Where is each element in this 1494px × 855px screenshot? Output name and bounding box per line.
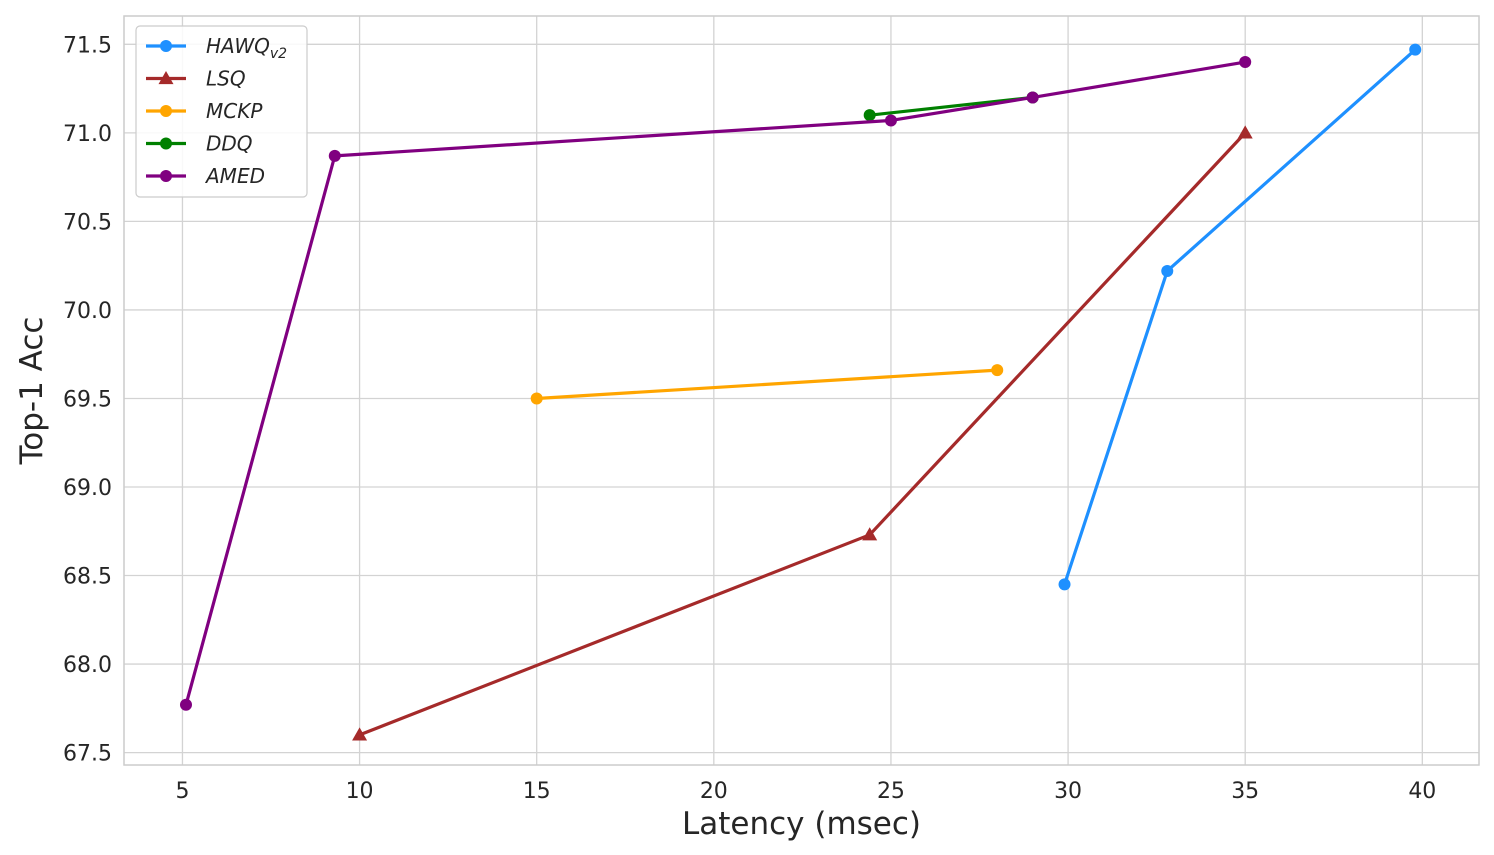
y-tick-label: 67.5 [63,742,112,767]
series-layer [179,43,1422,741]
series-hawq [1058,43,1422,591]
x-tick-label: 5 [175,779,189,804]
series-mckp [530,364,1004,405]
x-tick-label: 30 [1054,779,1082,804]
legend-box [135,25,308,198]
legend-swatch-marker [160,105,172,117]
legend-label-ddq: DDQ [206,132,253,156]
legend-item-amed: AMED [146,164,265,188]
grid [124,16,1479,765]
data-point-lsq [862,527,878,541]
y-tick-label: 71.5 [63,33,112,58]
x-tick-label: 40 [1408,779,1436,804]
data-point-amed [884,114,897,127]
legend-item-ddq: DDQ [146,132,253,156]
data-point-hawq [1058,578,1071,591]
legend-label-mckp: MCKP [206,99,263,123]
data-point-amed [1026,91,1039,104]
x-tick-label: 15 [523,779,551,804]
x-tick-label: 10 [346,779,374,804]
legend-label-lsq: LSQ [206,67,246,91]
series-line-mckp [536,368,998,401]
legend-swatch-marker [160,170,172,182]
x-tick-label: 35 [1231,779,1259,804]
legend-label-subscript: v2 [270,46,287,62]
data-point-ddq [863,109,876,122]
x-tick-label: 20 [700,779,728,804]
legend-item-mckp: MCKP [146,99,263,123]
data-point-mckp [530,392,543,405]
y-tick-label: 70.0 [63,299,112,324]
data-point-lsq [352,727,368,741]
data-point-hawq [1161,264,1174,277]
y-tick-labels: 67.5 68.0 68.5 69.0 69.5 70.0 70.5 71.0 71.5 [63,33,112,766]
plot-background [124,16,1479,765]
y-tick-label: 69.0 [63,476,112,501]
y-tick-label: 68.5 [63,565,112,590]
legend-label-amed: AMED [204,164,265,188]
data-point-amed [328,149,341,162]
y-tick-label: 71.0 [63,122,112,147]
y-tick-label: 68.0 [63,653,112,678]
x-axis-label: Latency (msec) [682,806,921,842]
y-axis-label: Top-1 Acc [14,317,50,466]
legend-swatch-marker [160,137,172,150]
series-amed [179,56,1252,711]
data-point-lsq [1237,125,1253,139]
data-point-hawq [1409,43,1422,56]
data-point-amed [179,698,192,711]
data-point-mckp [991,364,1004,377]
plot-frame [123,15,1480,766]
y-tick-label: 69.5 [63,387,112,412]
legend-swatch-marker [158,71,174,85]
legend-swatch-marker [160,40,172,52]
x-tick-label: 25 [877,779,905,804]
data-point-amed [1239,56,1252,69]
legend-item-lsq: LSQ [146,67,246,91]
series-lsq [352,125,1253,741]
x-tick-labels: 5 10 15 20 25 30 35 40 [175,779,1436,804]
y-tick-label: 70.5 [63,210,112,235]
